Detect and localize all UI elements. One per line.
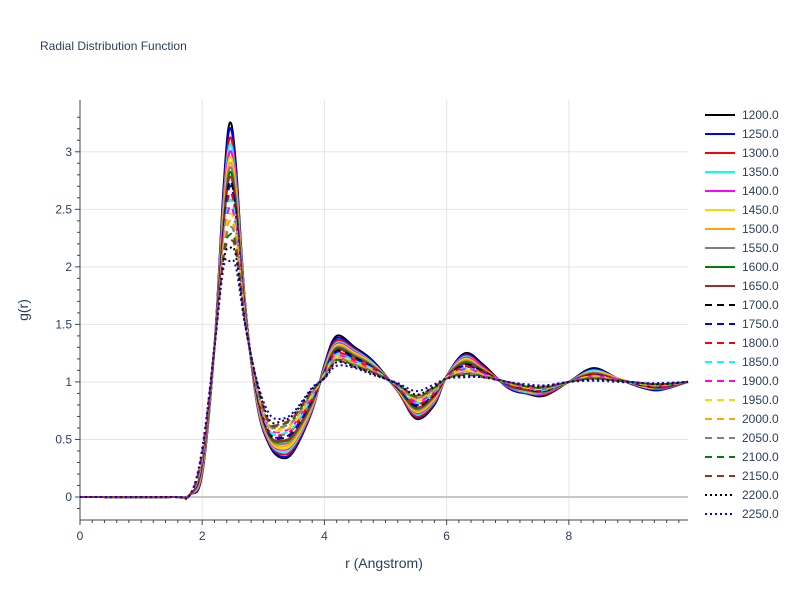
legend-label: 1650.0: [742, 279, 779, 293]
legend-label: 2100.0: [742, 450, 779, 464]
legend-label: 1250.0: [742, 127, 779, 141]
y-tick-label: 0: [65, 490, 72, 504]
series-line-1450.0: [79, 155, 689, 499]
series-line-1600.0: [79, 170, 689, 499]
y-tick-label: 1.5: [55, 317, 72, 331]
legend-label: 1700.0: [742, 298, 779, 312]
series-line-2150.0: [79, 239, 689, 500]
x-tick-label: 8: [566, 529, 573, 543]
series-line-1200.0: [79, 121, 689, 499]
legend-label: 2200.0: [742, 488, 779, 502]
series-line-1500.0: [79, 161, 689, 499]
legend-label: 1850.0: [742, 355, 779, 369]
legend-label: 1800.0: [742, 336, 779, 350]
series-line-1900.0: [79, 205, 689, 500]
plot-area: [79, 121, 689, 500]
y-tick-label: 3: [65, 145, 72, 159]
series-line-1700.0: [79, 180, 689, 499]
legend-label: 1400.0: [742, 184, 779, 198]
grid: [80, 100, 688, 520]
legend-label: 2050.0: [742, 431, 779, 445]
series-line-2100.0: [79, 232, 689, 500]
series-line-2000.0: [79, 219, 689, 500]
legend-label: 1300.0: [742, 146, 779, 160]
series-line-1550.0: [79, 166, 689, 499]
legend-label: 1550.0: [742, 241, 779, 255]
y-tick-label: 2: [65, 260, 72, 274]
legend-label: 1500.0: [742, 222, 779, 236]
y-tick-label: 0.5: [55, 432, 72, 446]
series-line-2250.0: [79, 257, 689, 500]
series-line-1950.0: [79, 212, 689, 500]
legend-label: 1750.0: [742, 317, 779, 331]
series-line-1800.0: [79, 191, 689, 500]
legend-label: 2150.0: [742, 469, 779, 483]
x-tick-label: 0: [77, 529, 84, 543]
series-line-1250.0: [79, 127, 689, 499]
legend: 1200.0 1250.0 1300.0 1350.0 1400.0 1450.0 1500…: [705, 108, 779, 521]
x-tick-label: 2: [199, 529, 206, 543]
x-axis-title: r (Angstrom): [345, 555, 423, 571]
y-axis-title: g(r): [15, 299, 31, 321]
series-line-1300.0: [79, 136, 689, 499]
legend-label: 1350.0: [742, 165, 779, 179]
legend-label: 1950.0: [742, 393, 779, 407]
legend-label: 1600.0: [742, 260, 779, 274]
x-tick-label: 6: [443, 529, 450, 543]
legend-label: 2000.0: [742, 412, 779, 426]
legend-label: 1450.0: [742, 203, 779, 217]
legend-label: 1200.0: [742, 108, 779, 122]
series-line-1650.0: [79, 175, 689, 499]
series-line-1350.0: [79, 143, 689, 499]
legend-label: 2250.0: [742, 507, 779, 521]
y-tick-label: 2.5: [55, 202, 72, 216]
chart-title: Radial Distribution Function: [40, 39, 187, 53]
legend-label: 1900.0: [742, 374, 779, 388]
axes: 0 2 4 6 8 0 0.5 1 1.5 2 2.5 3: [55, 100, 688, 543]
series-line-2050.0: [79, 225, 689, 500]
series-line-1850.0: [79, 198, 689, 500]
series-line-1750.0: [79, 184, 689, 499]
y-tick-label: 1: [65, 375, 72, 389]
x-tick-label: 4: [321, 529, 328, 543]
